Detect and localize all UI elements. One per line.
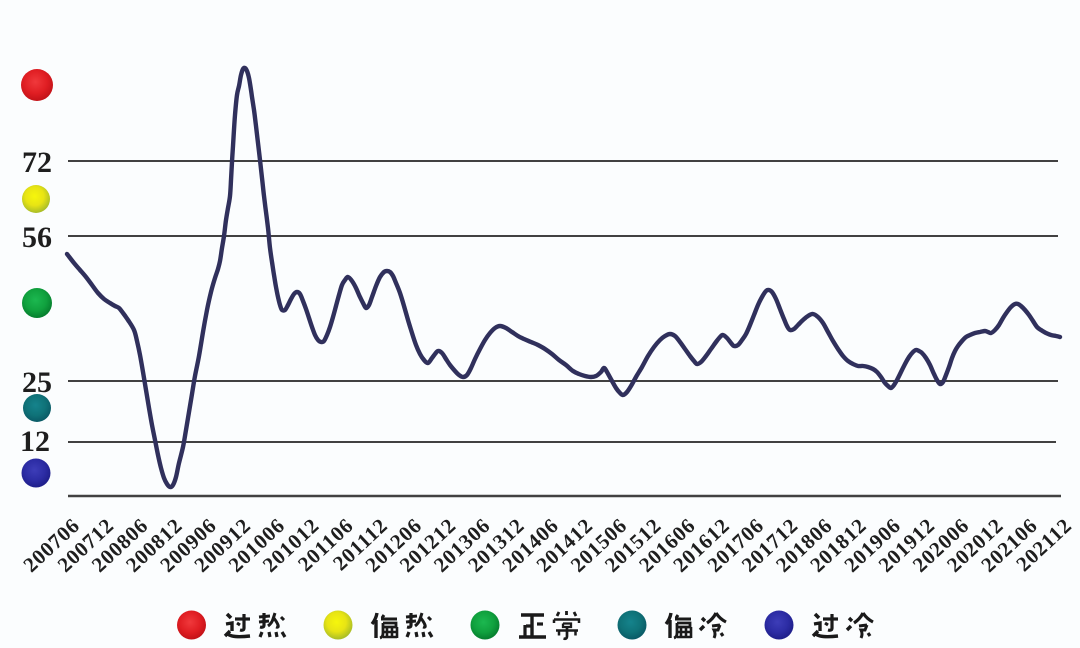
svg-text:25: 25 bbox=[22, 366, 52, 399]
svg-text:72: 72 bbox=[22, 146, 52, 179]
svg-text:56: 56 bbox=[22, 221, 52, 254]
svg-text:12: 12 bbox=[20, 425, 50, 458]
